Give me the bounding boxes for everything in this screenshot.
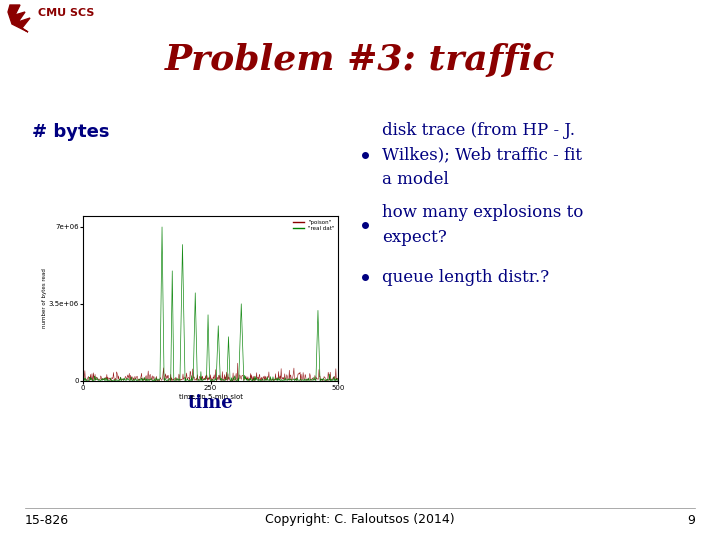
Text: how many explosions to
expect?: how many explosions to expect?: [382, 204, 583, 246]
Text: CMU SCS: CMU SCS: [38, 8, 94, 18]
Text: Problem #3: traffic: Problem #3: traffic: [165, 43, 555, 77]
Text: 15-826: 15-826: [25, 514, 69, 526]
Text: 9: 9: [687, 514, 695, 526]
Polygon shape: [8, 5, 30, 32]
Text: time: time: [188, 394, 233, 411]
Legend: "poison", "real dat": "poison", "real dat": [292, 219, 336, 232]
Text: disk trace (from HP - J.
Wilkes); Web traffic - fit
a model: disk trace (from HP - J. Wilkes); Web tr…: [382, 122, 582, 188]
X-axis label: time, in 5-min slot: time, in 5-min slot: [179, 394, 243, 400]
Text: queue length distr.?: queue length distr.?: [382, 268, 549, 286]
Y-axis label: number of bytes read: number of bytes read: [42, 268, 47, 328]
Text: # bytes: # bytes: [32, 123, 109, 141]
Text: Copyright: C. Faloutsos (2014): Copyright: C. Faloutsos (2014): [265, 514, 455, 526]
